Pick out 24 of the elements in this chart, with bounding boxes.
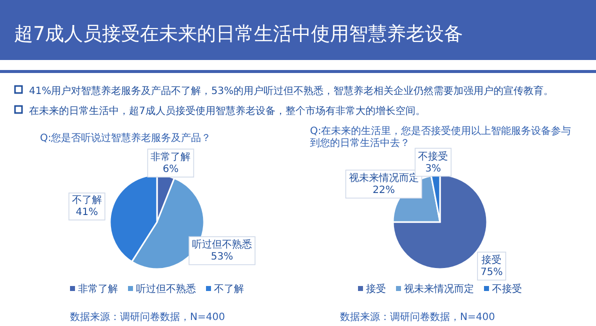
- data-label: 22%: [372, 185, 395, 196]
- data-label: 53%: [210, 252, 234, 263]
- legend-label: 不接受: [492, 283, 522, 295]
- slice-label: 不了解: [72, 194, 102, 206]
- text: 超7成人员接受在未来的日常生活中使用智慧养老设备: [14, 23, 464, 45]
- chart-title: Q:您是否听说过智慧养老服务及产品？: [40, 132, 212, 144]
- data-label: 3%: [425, 163, 442, 174]
- chart-title: Q:在未来的生活里，您是否接受使用以上智能服务设备参与到您的日常生活中去？: [310, 125, 572, 149]
- data-label: 75%: [480, 267, 503, 278]
- source-note: 数据来源：调研问卷数据，N=400: [70, 311, 225, 323]
- data-label: 41%: [76, 206, 98, 218]
- source-note: 数据来源：调研问卷数据，N=400: [340, 311, 495, 323]
- text: 41%用户对智慧养老服务及产品不了解，53%的用户听过但不熟悉，智慧养老相关企业仍然需要加强用户的宣传教育。: [29, 85, 554, 97]
- text: 在未来的日常生活中，超7成人员接受使用智慧养老设备，整个市场有非常大的增长空间。: [29, 105, 426, 117]
- legend-label: 视未来情况而定: [404, 283, 474, 295]
- data-label: 6%: [162, 164, 179, 176]
- slice-label: 不接受: [418, 150, 448, 162]
- legend-label: 不了解: [214, 284, 244, 295]
- legend-label: 非常了解: [78, 283, 118, 295]
- slice-label: 听过但不熟悉: [192, 238, 252, 251]
- slice-label: 接受: [482, 254, 502, 266]
- legend-label: 听过但不熟悉: [136, 283, 196, 295]
- slice-label: 非常了解: [150, 151, 191, 164]
- legend-label: 接受: [366, 283, 386, 295]
